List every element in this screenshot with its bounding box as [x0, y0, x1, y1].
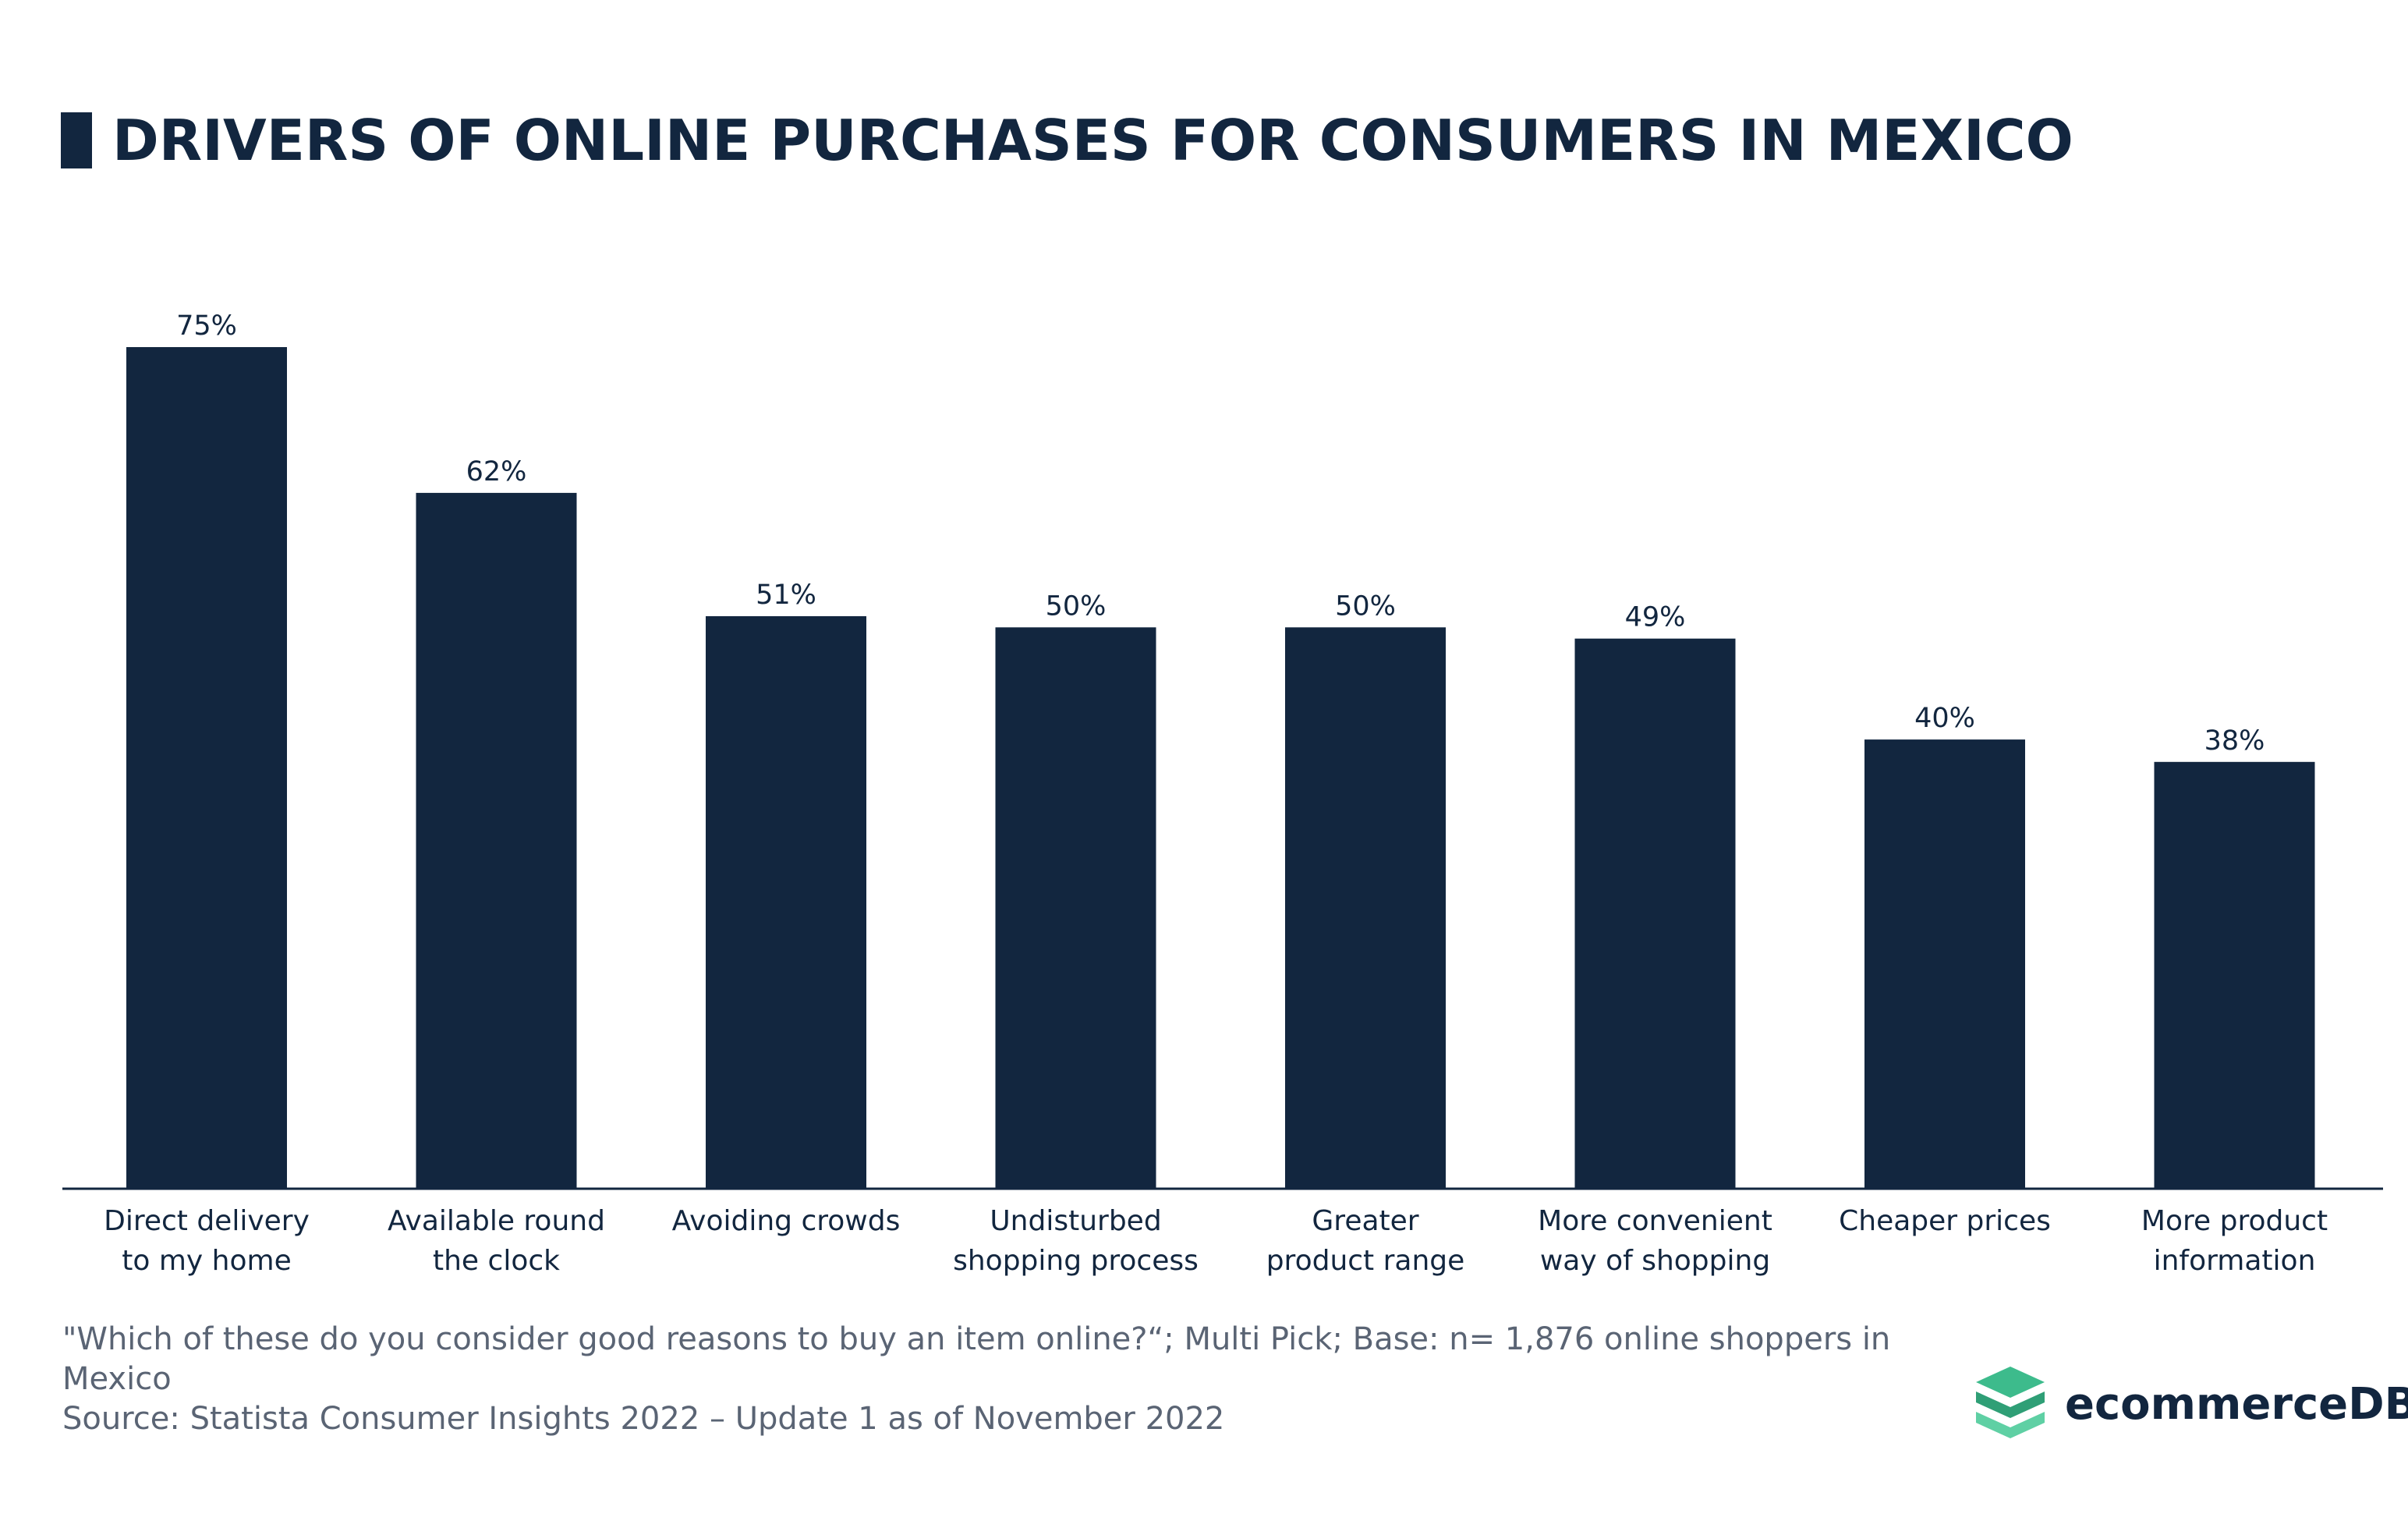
value-label-4: 50% — [1335, 590, 1396, 622]
bars-layer — [126, 347, 2315, 1188]
category-label-6-line-0: Cheaper prices — [1839, 1205, 2051, 1237]
category-label-5-line-0: More convenient — [1538, 1205, 1772, 1237]
value-label-1: 62% — [466, 456, 527, 488]
chart-title-block: DRIVERS OF ONLINE PURCHASES FOR CONSUMER… — [61, 101, 2073, 179]
footnote: "Which of these do you consider good rea… — [62, 1320, 1918, 1439]
category-label-7-line-1: information — [2154, 1245, 2316, 1277]
value-labels-layer: 75% 62% 51% 50% 50% 49% 40% 38% — [176, 310, 2265, 757]
bar-5 — [1574, 638, 1736, 1188]
bar-4 — [1285, 627, 1446, 1188]
survey-question-note: "Which of these do you consider good rea… — [62, 1321, 1891, 1397]
category-label-1-line-0: Available round — [388, 1205, 605, 1237]
category-label-2-line-0: Avoiding crowds — [672, 1205, 901, 1237]
category-label-7-line-0: More product — [2141, 1205, 2328, 1237]
value-label-3: 50% — [1046, 590, 1107, 622]
category-label-3-line-1: shopping process — [953, 1245, 1199, 1277]
bar-3 — [995, 627, 1156, 1188]
bar-7 — [2154, 761, 2315, 1188]
stacked-layers-icon — [1976, 1367, 2045, 1438]
bar-1 — [416, 492, 577, 1188]
value-label-0: 75% — [176, 310, 237, 342]
bar-2 — [706, 616, 866, 1188]
chart-title: DRIVERS OF ONLINE PURCHASES FOR CONSUMER… — [112, 108, 2073, 173]
value-label-5: 49% — [1625, 602, 1686, 633]
source-note: Source: Statista Consumer Insights 2022 … — [62, 1401, 1225, 1437]
value-label-2: 51% — [756, 580, 816, 611]
category-label-5-line-1: way of shopping — [1540, 1245, 1770, 1277]
category-label-0-line-1: to my home — [122, 1245, 291, 1277]
category-label-4-line-1: product range — [1266, 1245, 1465, 1277]
category-label-0-line-0: Direct delivery — [104, 1205, 310, 1237]
logo-text: ecommerceDB — [2065, 1378, 2408, 1430]
category-label-4-line-0: Greater — [1312, 1205, 1418, 1237]
category-label-1-line-1: the clock — [433, 1245, 560, 1277]
bar-0 — [126, 347, 287, 1188]
ecommercedb-logo: ecommerceDB — [1973, 1361, 2408, 1447]
title-marker — [61, 112, 92, 168]
value-label-6: 40% — [1914, 703, 1975, 734]
bar-6 — [1864, 739, 2025, 1188]
value-label-7: 38% — [2204, 725, 2265, 757]
category-label-3-line-0: Undisturbed — [990, 1205, 1161, 1237]
category-labels-layer: Direct delivery to my home Available round… — [104, 1205, 2328, 1277]
